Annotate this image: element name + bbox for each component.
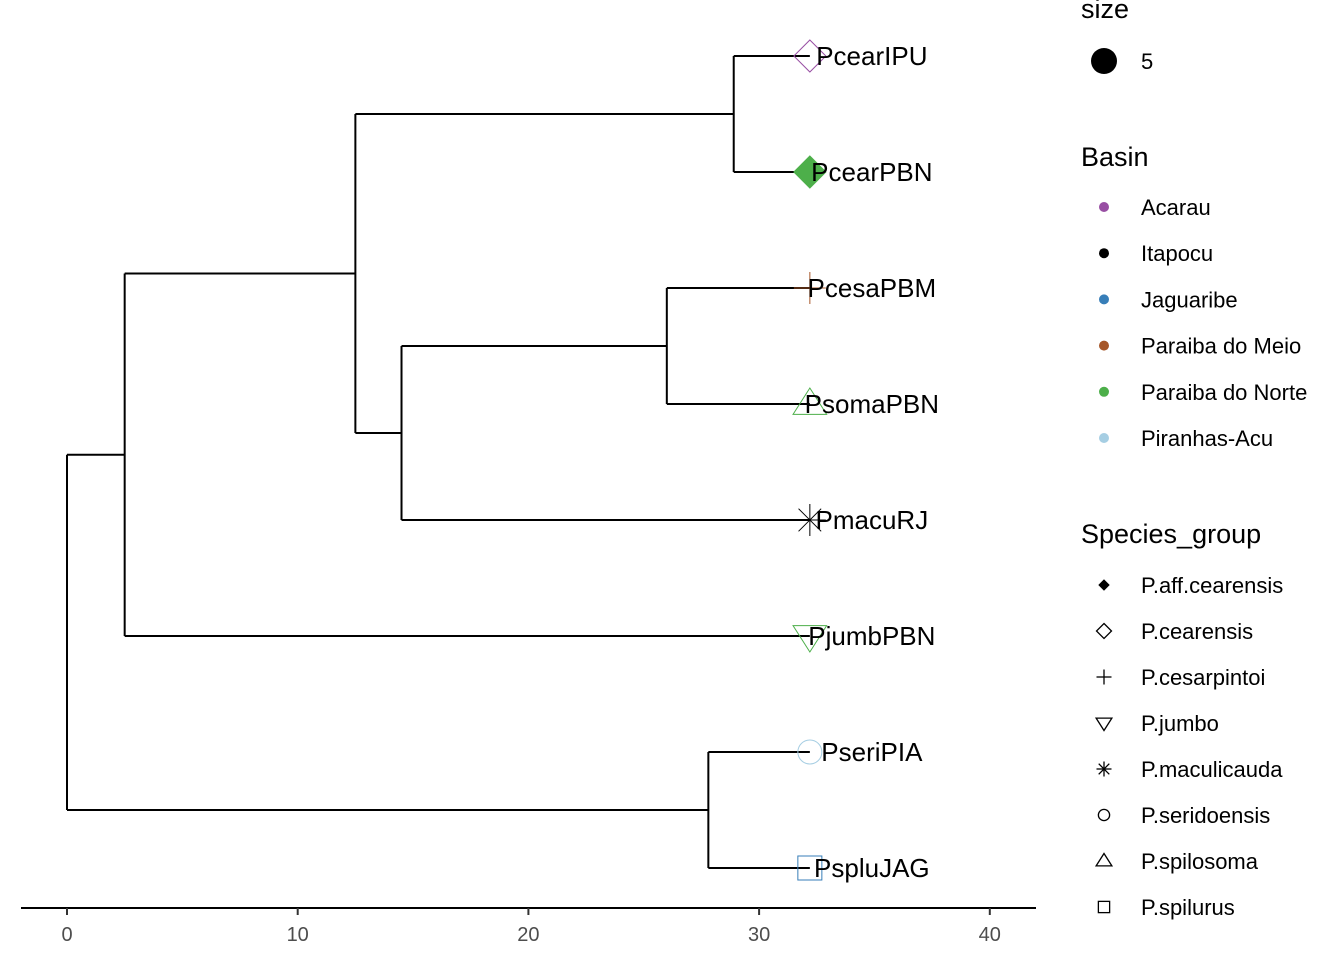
tip-label: PcesaPBM [808,273,937,303]
legend-key [1098,579,1110,591]
x-tick-label: 0 [61,924,72,946]
tip-labels: PcearIPU PcearPBN PcesaPBM PsomaPBN PmacuRJ P… [805,41,939,883]
tip-label: PmacuRJ [816,505,929,535]
legend-label: Paraiba do Norte [1141,380,1307,405]
legend-key [1099,248,1109,259]
tip-marker [792,625,828,653]
legend-label: P.maculicauda [1141,757,1283,782]
tip-marker [793,39,827,73]
legend-label: P.jumbo [1141,711,1219,736]
legend-label: Itapocu [1141,241,1213,266]
legend: size 5 Basin Acarau Itapocu Jaguaribe Paraiba … [1081,0,1307,920]
tip-label: PseriPIA [821,737,923,767]
legend-key [1099,433,1109,443]
legend-key [1096,669,1112,685]
legend-label: Paraiba do Meio [1141,334,1301,359]
legend-key [1099,340,1109,351]
tip-marker [797,855,823,881]
tip-marker [793,272,826,304]
legend-label: P.cesarpintoi [1141,665,1265,690]
legend-key [1099,386,1109,397]
x-tick-label: 10 [287,924,309,946]
legend-key [1096,761,1112,777]
tip-label: PjumbPBN [808,621,935,651]
legend-key [1094,852,1114,867]
legend-key [1097,808,1111,822]
tree-branches [66,55,810,869]
legend-title-species-group: Species_group [1081,519,1261,549]
legend-key [1094,717,1114,732]
legend-label: Piranhas-Acu [1141,426,1273,451]
legend-key [1097,900,1111,914]
legend-title-basin: Basin [1081,142,1149,172]
tip-marker [792,387,828,415]
legend-key [1091,48,1117,74]
x-axis: 0 10 20 30 40 [21,907,1036,946]
tip-marker [797,739,823,765]
legend-key [1099,294,1109,305]
legend-label: P.seridoensis [1141,803,1270,828]
legend-title-size: size [1081,0,1129,24]
tip-label: PsomaPBN [805,389,939,419]
tip-markers [792,39,828,881]
x-tick-label: 20 [517,924,539,946]
tip-label: PcearPBN [811,157,932,187]
legend-key [1099,202,1109,212]
legend-label: Acarau [1141,195,1211,220]
legend-label: P.cearensis [1141,619,1253,644]
legend-key [1095,622,1113,640]
x-tick-label: 40 [979,924,1001,946]
legend-label: Jaguaribe [1141,287,1238,312]
legend-label: 5 [1141,49,1153,74]
tip-label: PcearIPU [816,41,927,71]
x-tick-label: 30 [748,924,770,946]
legend-label: P.aff.cearensis [1141,573,1283,598]
tip-marker [793,504,826,536]
legend-label: P.spilurus [1141,895,1235,920]
legend-label: P.spilosoma [1141,849,1259,874]
tip-label: PspluJAG [814,853,930,883]
tip-marker [793,155,827,189]
